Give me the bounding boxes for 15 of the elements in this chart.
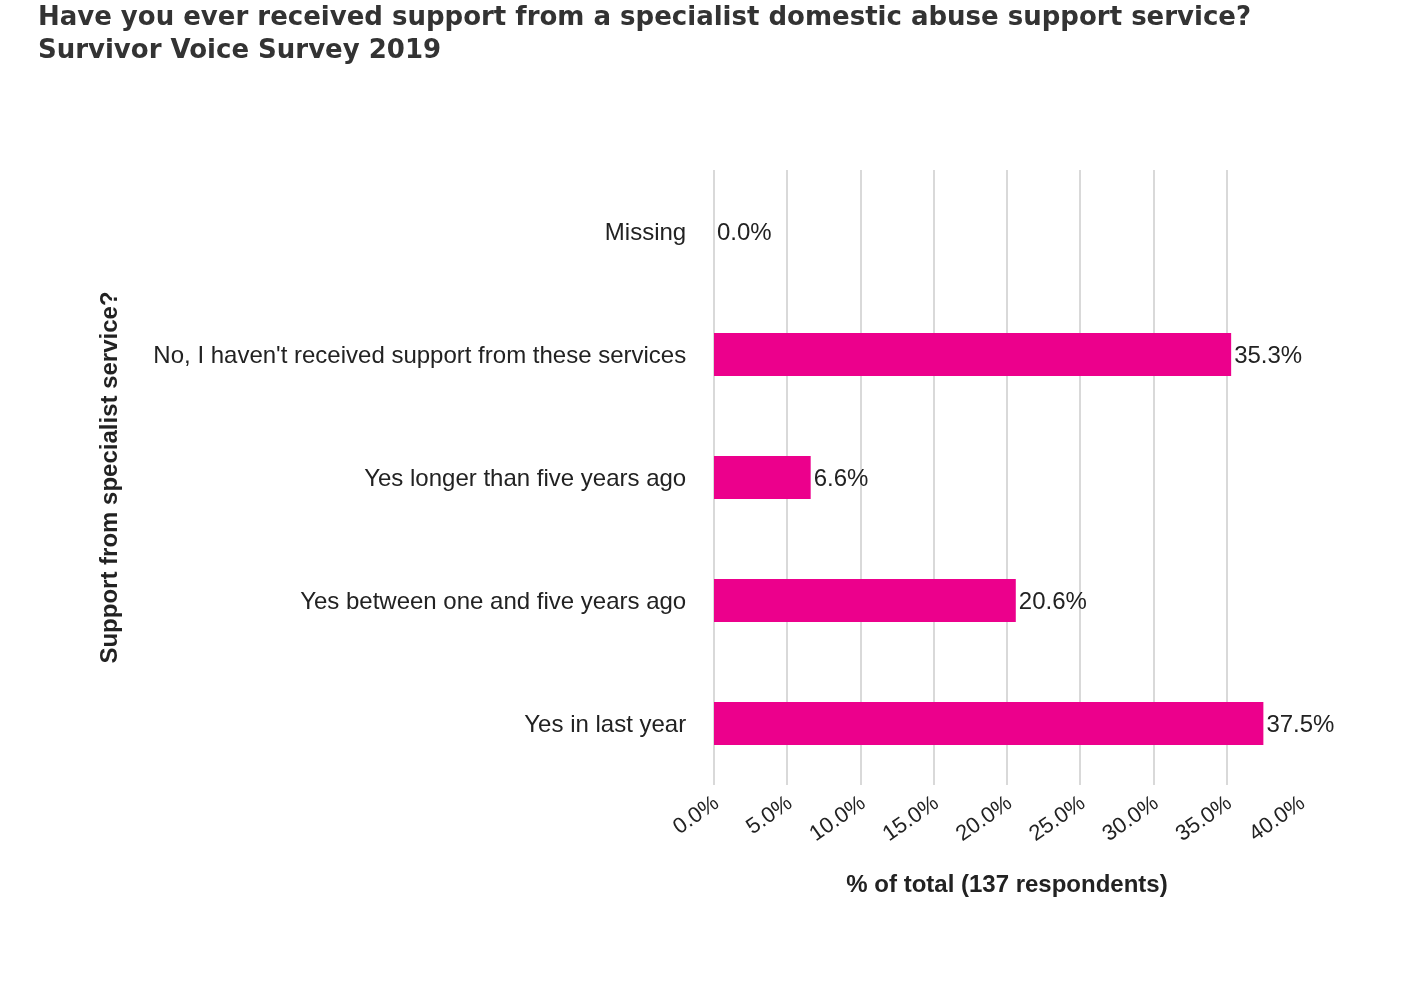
y-tick-label: Yes longer than five years ago	[364, 463, 687, 491]
data-label: 0.0%	[717, 218, 772, 246]
y-axis-title: Support from specialist service?	[95, 291, 123, 664]
x-tick-label: 0.0%	[667, 789, 724, 839]
y-tick-label: Missing	[604, 217, 687, 245]
chart-title: Have you ever received support from a specialist domestic abuse support service? Survivor Voice Survey 2019	[37, 0, 1252, 65]
y-tick-label: Yes in last year	[524, 709, 687, 737]
y-tick-label: Yes between one and five years ago	[300, 586, 687, 614]
y-tick-label: No, I haven't received support from these services	[153, 340, 687, 368]
x-axis-title: % of total (137 respondents)	[846, 870, 1168, 898]
data-label: 35.3%	[1234, 341, 1303, 368]
data-label: 6.6%	[813, 464, 869, 492]
data-label: 20.6%	[1018, 587, 1087, 615]
data-label: 37.5%	[1266, 710, 1335, 738]
x-tick-label: 5.0%	[741, 789, 797, 839]
